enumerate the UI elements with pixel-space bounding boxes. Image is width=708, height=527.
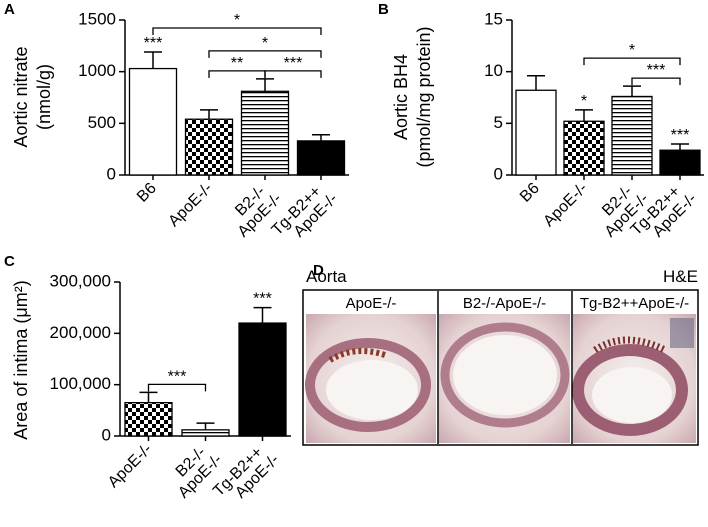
bar (611, 95, 653, 176)
histology-image (305, 314, 436, 443)
x-tick-label: B6 (517, 180, 543, 206)
caption: Aorta (306, 267, 347, 286)
x-tick-label: ApoE-/- (165, 180, 215, 230)
y-tick-label: 500 (88, 113, 116, 132)
x-tick-label: ApoE-/- (105, 441, 155, 491)
bracket-label: * (629, 42, 635, 59)
bar (296, 140, 346, 176)
y-axis-label: Aortic nitrate (11, 46, 31, 147)
bar (124, 401, 173, 437)
bracket-label: *** (284, 55, 303, 72)
x-tick-label: B6 (134, 180, 160, 206)
x-tick-label: ApoE-/- (540, 180, 590, 230)
bracket-label: *** (647, 62, 666, 79)
y-tick-label: 200,000 (50, 323, 111, 342)
y-axis-label: Aortic BH4 (391, 54, 411, 140)
bracket-label: * (262, 35, 268, 52)
image-title: B2-/-ApoE-/- (463, 295, 546, 312)
y-tick-label: 100,000 (50, 374, 111, 393)
histology-image (439, 314, 570, 443)
bar (659, 149, 701, 176)
panel-label: B (378, 1, 389, 18)
y-tick-label: 0 (107, 164, 116, 183)
significance: * (581, 93, 587, 110)
significance: *** (144, 35, 163, 52)
y-tick-label: 10 (484, 61, 503, 80)
significance-bracket (208, 70, 266, 78)
x-tick-label: Tg-B2++ ApoE-/- (269, 178, 341, 250)
y-axis-label: (pmol/mg protein) (414, 26, 434, 167)
bar (128, 67, 178, 176)
significance-bracket (147, 383, 207, 392)
y-tick-label: 1500 (78, 9, 116, 28)
significance-bracket (264, 70, 322, 78)
histology-image (572, 314, 696, 443)
significance-bracket (583, 57, 681, 66)
x-tick-label: Tg-B2++ ApoE-/- (210, 439, 282, 511)
caption: H&E (663, 267, 698, 286)
bracket-label: * (234, 12, 240, 29)
bar (238, 322, 287, 437)
significance-bracket (152, 27, 322, 36)
bar (515, 89, 557, 176)
image-title: Tg-B2++ApoE-/- (580, 295, 689, 312)
y-tick-label: 300,000 (50, 271, 111, 290)
panel-label: D (313, 262, 324, 279)
image-title: ApoE-/- (346, 295, 397, 312)
bar (563, 120, 605, 176)
y-tick-label: 15 (484, 9, 503, 28)
bar (181, 429, 230, 437)
bracket-label: *** (168, 368, 187, 385)
y-tick-label: 1000 (78, 61, 116, 80)
significance: *** (671, 127, 690, 144)
significance-bracket (631, 77, 681, 86)
bracket-label: ** (231, 55, 243, 72)
y-tick-label: 0 (494, 164, 503, 183)
y-axis-label: Area of intima (μm²) (11, 280, 31, 439)
panel-label: A (4, 1, 15, 18)
y-axis-label: (nmol/g) (34, 64, 54, 130)
bar (240, 90, 290, 176)
y-tick-label: 0 (102, 425, 111, 444)
significance: *** (253, 291, 272, 308)
bar (184, 118, 234, 176)
panel-label: C (4, 253, 15, 270)
significance-bracket (208, 50, 322, 58)
y-tick-label: 5 (494, 113, 503, 132)
